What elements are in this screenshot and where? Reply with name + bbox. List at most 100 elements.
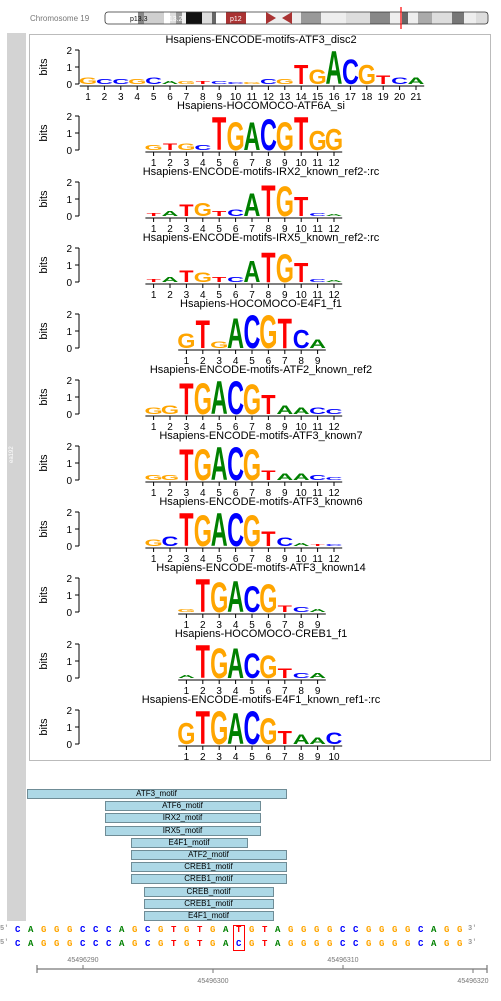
seq-base: A	[28, 925, 34, 935]
band-label: p13.2	[165, 16, 183, 23]
seq-base: C	[145, 925, 151, 935]
logo-y-tick-label: 0	[66, 740, 72, 751]
seq-base: T	[262, 925, 268, 935]
logo-letter: A	[244, 254, 261, 289]
logo-title: Hsapiens-ENCODE-motifs-ATF3_known14	[156, 562, 365, 574]
seq-base: G	[184, 925, 190, 935]
logo-letter: C	[244, 305, 261, 358]
motif-bar[interactable]: IRX5_motif	[104, 825, 261, 836]
motif-bar[interactable]: CREB1_motif	[130, 874, 287, 885]
logo-x-tick-label: 3	[184, 422, 190, 433]
motif-bar[interactable]: ATF6_motif	[104, 801, 261, 812]
logo-x-tick-label: 11	[312, 158, 323, 169]
sequence-logo: Hsapiens-ENCODE-motifs-ATF3_known7012bit…	[38, 430, 363, 499]
logo-y-tick-label: 0	[66, 410, 72, 421]
logo-title: Hsapiens-HOCOMOCO-E4F1_f1	[180, 298, 342, 310]
seq-base: C	[418, 939, 424, 949]
logo-letter: T	[261, 245, 275, 292]
variant-highlight-box	[233, 925, 245, 951]
logo-x-tick-label: 3	[216, 752, 222, 761]
sequence-logo-panel	[29, 34, 491, 761]
seq-base: G	[366, 939, 372, 949]
seq-base: G	[457, 925, 463, 935]
motif-bar[interactable]: E4F1_motif	[143, 911, 274, 921]
ideogram-band	[176, 12, 182, 24]
logo-y-tick-label: 1	[66, 657, 72, 668]
logo-letter: G	[259, 575, 277, 620]
logo-title: Hsapiens-HOCOMOCO-ATF6A_si	[177, 100, 345, 112]
seq-base: G	[54, 925, 60, 935]
track-side-strip[interactable]: ea192	[7, 33, 26, 921]
seq-base: C	[93, 925, 99, 935]
motif-bar[interactable]: ATF3_motif	[26, 789, 287, 799]
logo-y-tick-label: 0	[66, 212, 72, 223]
logo-x-tick-label: 4	[200, 422, 206, 433]
logo-letter: G	[144, 473, 162, 481]
chromosome-ideogram: p13.3 p13.2 p12	[104, 7, 489, 29]
logo-y-tick-label: 2	[66, 508, 72, 519]
logo-letter: A	[162, 275, 180, 283]
seq-base: A	[223, 925, 229, 935]
logo-letter: G	[243, 506, 261, 556]
seq-base: T	[236, 925, 242, 935]
logo-letter: G	[276, 77, 294, 85]
logo-y-tick-label: 0	[66, 80, 72, 91]
logo-y-label: bits	[38, 520, 50, 538]
logo-x-tick-label: 6	[266, 356, 272, 367]
logo-x-tick-label: 4	[134, 92, 140, 103]
seq-base: G	[444, 925, 450, 935]
logo-x-tick-label: 21	[410, 92, 422, 103]
logo-x-tick-label: 12	[328, 290, 340, 301]
seq-base: C	[106, 939, 112, 949]
logo-x-tick-label: 6	[233, 488, 239, 499]
logo-x-tick-label: 10	[296, 554, 308, 565]
logo-x-tick-label: 8	[266, 158, 272, 169]
logo-y-label: bits	[38, 454, 50, 472]
seq-base: C	[418, 925, 424, 935]
logo-x-tick-label: 4	[200, 158, 206, 169]
seq-base: G	[314, 925, 320, 935]
logo-letter: A	[326, 41, 343, 94]
seq-base: C	[145, 939, 151, 949]
logo-x-tick-label: 7	[282, 620, 288, 631]
motif-bar[interactable]: CREB1_motif	[143, 898, 274, 909]
logo-letter: C	[260, 77, 277, 85]
logo-x-tick-label: 2	[167, 224, 173, 235]
axis-tick-label: 45496310	[327, 957, 358, 964]
logo-x-tick-label: 7	[249, 290, 255, 301]
logo-letter: C	[244, 647, 261, 686]
logo-letter: A	[276, 472, 293, 483]
ideogram-band	[402, 12, 408, 24]
logo-y-label: bits	[38, 322, 50, 340]
logo-x-tick-label: 10	[230, 92, 242, 103]
logo-letter: A	[309, 337, 326, 350]
seq-base: T	[197, 925, 203, 935]
logo-x-tick-label: 2	[167, 290, 173, 301]
motif-bar[interactable]: CREB1_motif	[130, 862, 287, 873]
ideogram-band	[246, 12, 266, 24]
logo-letter: C	[326, 730, 343, 748]
seq-base: G	[249, 939, 255, 949]
seq-base: C	[340, 939, 346, 949]
motif-bar[interactable]: E4F1_motif	[130, 837, 248, 848]
logo-x-tick-label: 12	[328, 554, 340, 565]
logo-letter: T	[278, 311, 292, 358]
logo-y-label: bits	[38, 256, 50, 274]
motif-bar[interactable]: IRX2_motif	[104, 813, 261, 824]
seq-base: A	[431, 939, 437, 949]
logo-x-tick-label: 11	[312, 290, 323, 301]
logo-x-tick-label: 4	[200, 554, 206, 565]
seq-prefix: 5'	[0, 925, 9, 933]
motif-bar[interactable]: CREB_motif	[143, 886, 274, 897]
motif-bar[interactable]: ATF2_motif	[130, 850, 287, 860]
logo-x-tick-label: 4	[200, 290, 206, 301]
logo-y-tick-label: 0	[66, 476, 72, 487]
logo-x-tick-label: 9	[282, 158, 288, 169]
logo-x-tick-label: 10	[328, 752, 340, 761]
logo-x-tick-label: 12	[328, 158, 340, 169]
seq-base: G	[54, 939, 60, 949]
logo-x-tick-label: 6	[266, 752, 272, 761]
logo-x-tick-label: 6	[233, 224, 239, 235]
logo-letter: G	[194, 374, 212, 424]
logo-x-tick-label: 9	[315, 620, 321, 631]
